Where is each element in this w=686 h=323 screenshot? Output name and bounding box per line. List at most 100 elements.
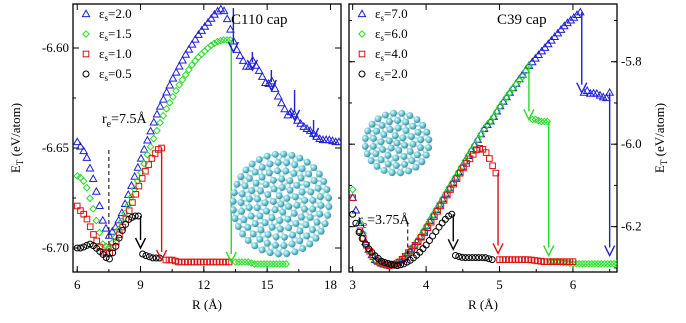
molecule-atom [237,199,245,207]
molecule-atom [419,121,427,129]
molecule-atom [425,144,433,152]
molecule-atom [290,209,298,217]
data-point [496,102,505,111]
data-point [174,61,184,70]
c39-molecule-illustration [361,109,433,177]
molecule-atom [387,144,395,152]
data-point [92,216,101,225]
data-point [130,185,139,193]
data-point [422,241,430,249]
molecule-atom [248,160,256,168]
molecule-atom [239,230,247,238]
molecule-atom [391,132,399,140]
data-point [172,86,180,95]
x-axis-label-left: R (Å) [192,297,222,312]
molecule-atom [381,111,389,119]
molecule-atom [299,245,307,253]
molecule-atom [306,240,314,248]
molecule-atom [408,157,416,165]
molecule-atom [277,200,285,208]
molecule-atom [301,205,308,213]
series-circle [73,212,164,263]
molecule-atom [268,223,276,231]
data-point [107,226,117,235]
data-point [305,125,315,134]
data-point [613,259,617,268]
molecule-atom [276,225,284,233]
molecule-atom [233,180,241,188]
molecule-atom [231,215,239,222]
data-point [569,259,577,268]
molecule-atom [394,124,402,132]
molecule-atom [269,198,277,205]
molecule-atom [315,170,323,178]
jump-arrow-head [307,127,320,140]
series-circle [349,210,496,270]
legend-label-main: ε [99,6,105,21]
molecule-atom [251,242,259,250]
c110-molecule-illustration [229,150,333,258]
molecule-atom [291,193,299,201]
molecule-atom [256,212,264,220]
data-point [488,256,496,264]
x-tick-label: 3 [349,277,356,292]
legend-label: εs=2.0 [99,6,132,23]
data-point [79,146,89,155]
data-point [429,210,438,219]
data-point [165,98,174,107]
molecule-atom [264,191,272,199]
data-point [145,253,153,261]
legend-label-sub: s [380,73,384,83]
molecule-atom [372,150,380,158]
data-point [76,173,85,182]
molecule-atom [407,133,415,140]
data-point [425,237,433,245]
legend-label-sub: s [104,33,108,43]
legend-label-rest: =4.0 [384,46,408,61]
data-point [136,153,146,162]
data-point [493,107,501,116]
molecule-atom [377,138,385,146]
data-point [435,223,443,231]
molecule-atom [238,190,246,198]
molecule-atom [413,116,421,124]
molecule-atom [266,160,274,168]
data-point [592,88,602,97]
data-point [127,180,136,189]
legend-marker-triangle [357,9,367,18]
jump-arrow-head [156,249,168,262]
data-point [397,261,405,269]
data-point [256,260,265,268]
data-point [426,215,435,224]
molecule-atom [268,214,276,222]
data-point [79,177,88,185]
molecule-atom [314,184,322,192]
molecule-atom [285,203,293,210]
molecule-atom [251,220,259,228]
molecule-atom [425,136,433,144]
data-point [518,72,527,81]
data-point [438,219,446,227]
re-annotation-left: re=7.5Å [102,111,148,258]
molecule-atom [269,176,277,184]
data-point [482,254,490,262]
molecule-atom [234,223,242,231]
legend-label: εs=1.0 [99,46,132,63]
molecule-atom [303,232,311,240]
y-axis-label-right-main: E [652,165,667,173]
data-point [210,39,219,48]
jump-arrow-head [288,109,301,122]
molecule-atom [401,141,409,149]
y-axis-label-right-sub: T [659,159,669,165]
molecule-atom [252,179,260,187]
molecule-atom [296,154,304,162]
data-point [253,260,262,268]
legend-label-rest: =7.0 [384,6,408,21]
molecule-atom [394,117,402,124]
data-point [247,259,256,267]
molecule-atom [283,194,291,202]
data-point [537,117,546,126]
molecule-atom [310,164,318,171]
data-point [280,104,290,113]
molecule-atom [281,233,288,241]
